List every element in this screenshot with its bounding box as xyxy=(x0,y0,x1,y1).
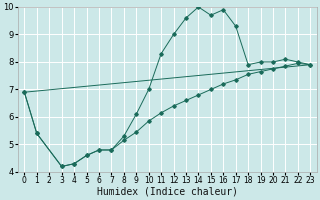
X-axis label: Humidex (Indice chaleur): Humidex (Indice chaleur) xyxy=(97,187,238,197)
